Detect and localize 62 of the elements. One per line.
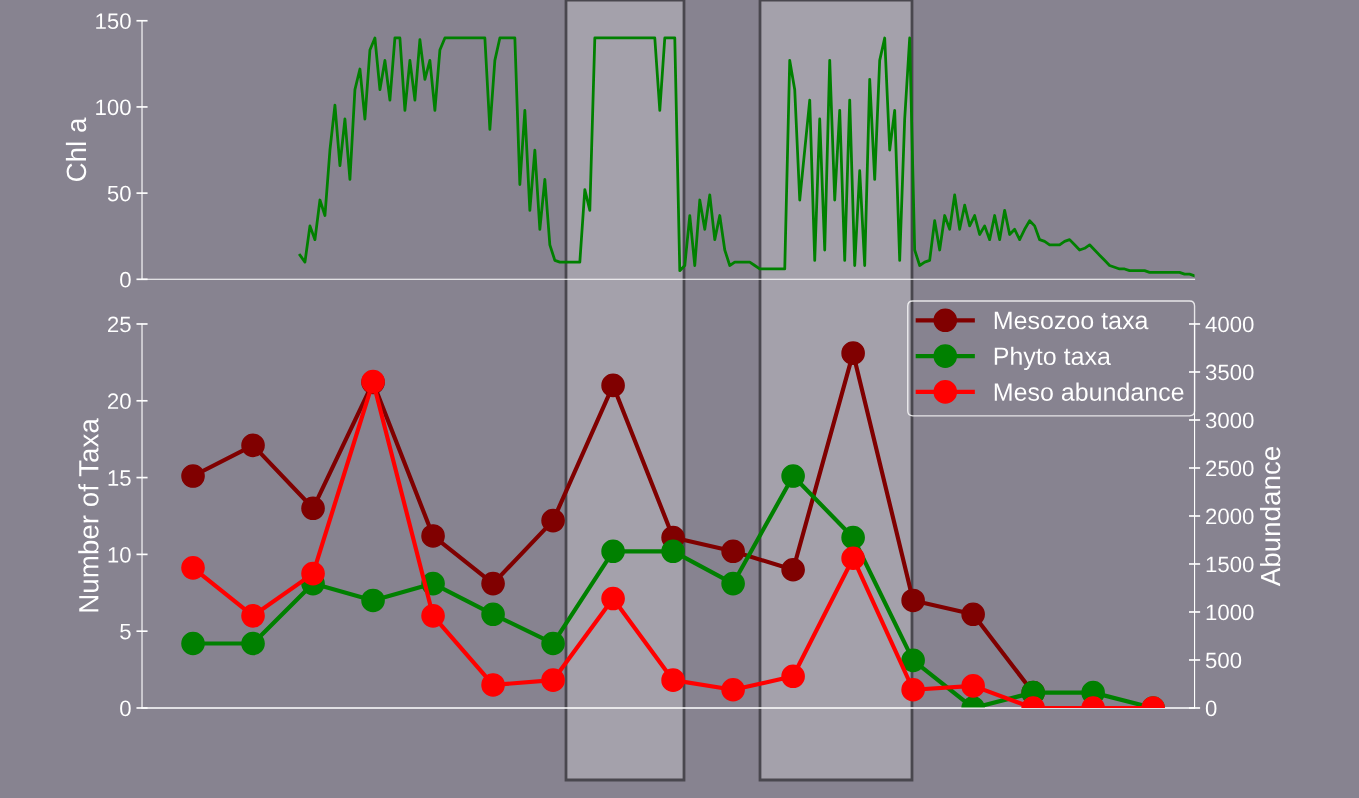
point xyxy=(961,674,985,698)
y-tick-label: 20 xyxy=(108,393,131,410)
y2-tick-label: 1500 xyxy=(1206,556,1254,573)
y-tick-label: 10 xyxy=(108,546,131,563)
y2-axis-title: Abundance xyxy=(1259,446,1281,587)
y-tick-label: 0 xyxy=(120,700,131,717)
y2-tick-label: 500 xyxy=(1205,652,1242,669)
point xyxy=(601,586,625,611)
point xyxy=(301,561,325,586)
point xyxy=(781,664,805,689)
point xyxy=(841,525,865,550)
y2-tick-label: 3500 xyxy=(1205,364,1254,381)
point xyxy=(601,539,625,564)
point xyxy=(481,602,505,627)
y-tick-label: 5 xyxy=(120,623,131,640)
line-series xyxy=(298,36,1195,278)
point xyxy=(241,631,265,656)
legend-label: Phyto taxa xyxy=(994,346,1111,371)
point xyxy=(721,571,745,596)
y2-tick-label: 2500 xyxy=(1206,460,1254,477)
point xyxy=(181,556,205,580)
point xyxy=(721,539,745,564)
legend-label: Mesozoo taxa xyxy=(994,311,1149,330)
point xyxy=(901,588,925,613)
point xyxy=(421,524,445,548)
y-tick-label: 15 xyxy=(108,470,131,486)
y-tick-label: 100 xyxy=(96,99,131,116)
point xyxy=(901,677,925,702)
y2-tick-label: 0 xyxy=(1205,700,1217,717)
y2-tick-label: 4000 xyxy=(1205,316,1254,333)
point xyxy=(601,373,625,398)
point xyxy=(481,571,505,596)
point xyxy=(841,341,865,365)
point xyxy=(361,588,385,613)
point xyxy=(721,677,745,702)
point xyxy=(541,668,565,692)
y-tick-label: 50 xyxy=(107,185,131,202)
point xyxy=(541,631,565,656)
point xyxy=(961,602,985,627)
point xyxy=(241,433,265,458)
y-tick-label: 25 xyxy=(108,316,131,333)
y-tick-label: 0 xyxy=(120,271,131,288)
y2-tick-label: 3000 xyxy=(1205,412,1254,429)
point xyxy=(661,539,685,564)
point xyxy=(781,464,805,488)
y-axis-title: Chl a xyxy=(65,117,87,182)
y2-tick-label: 2000 xyxy=(1206,508,1254,525)
point xyxy=(481,673,505,697)
legend-label: Meso abundance xyxy=(994,382,1184,401)
y2-tick-label: 1000 xyxy=(1206,604,1254,621)
point xyxy=(541,508,565,533)
point xyxy=(301,496,325,521)
point xyxy=(181,464,205,488)
point xyxy=(841,546,865,571)
point xyxy=(781,557,805,582)
y-axis-title: Number of Taxa xyxy=(78,418,99,612)
point xyxy=(421,604,445,628)
point xyxy=(901,648,925,673)
point xyxy=(241,604,265,628)
point xyxy=(661,668,685,692)
y-tick-label: 150 xyxy=(96,13,131,30)
point xyxy=(181,631,205,656)
